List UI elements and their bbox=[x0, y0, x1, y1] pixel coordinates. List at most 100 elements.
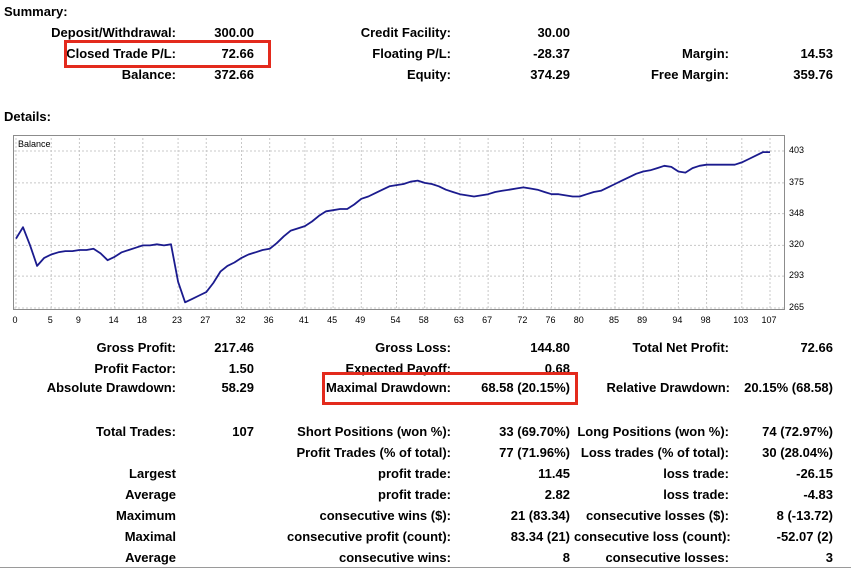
equity-value: 374.29 bbox=[530, 67, 570, 82]
relative-drawdown-label: Relative Drawdown: bbox=[606, 380, 730, 395]
avg-consecutive-wins-value: 8 bbox=[562, 550, 570, 565]
summary-title: Summary: bbox=[4, 4, 68, 19]
chart-x-tick-label: 0 bbox=[12, 315, 18, 325]
chart-x-tick-label: 103 bbox=[733, 315, 749, 325]
floating-value: -28.37 bbox=[533, 46, 570, 61]
average-profit-value: 2.82 bbox=[544, 487, 570, 502]
chart-x-tick-label: 98 bbox=[700, 315, 711, 325]
chart-x-tick-label: 23 bbox=[172, 315, 183, 325]
avg-consecutive-losses-value: 3 bbox=[825, 550, 833, 565]
maximal-label: Maximal bbox=[124, 529, 176, 544]
largest-loss-value: -26.15 bbox=[796, 466, 833, 481]
average-consecutive-label: Average bbox=[125, 550, 176, 565]
chart-y-tick-label: 403 bbox=[789, 145, 805, 155]
chart-y-tick-label: 265 bbox=[789, 302, 805, 312]
average-loss-value: -4.83 bbox=[803, 487, 833, 502]
largest-profit-value: 11.45 bbox=[538, 466, 570, 481]
max-consecutive-losses-label: consecutive losses ($): bbox=[585, 508, 729, 523]
bottom-divider bbox=[0, 567, 851, 568]
closed-trade-value: 72.66 bbox=[221, 46, 254, 61]
chart-x-tick-label: 49 bbox=[355, 315, 366, 325]
short-positions-value: 33 (69.70%) bbox=[499, 424, 570, 439]
total-trades-value: 107 bbox=[232, 424, 254, 439]
maximal-drawdown-highlight bbox=[322, 372, 578, 405]
chart-x-tick-label: 58 bbox=[418, 315, 429, 325]
average-loss-label: loss trade: bbox=[663, 487, 729, 502]
short-positions-label: Short Positions (won %): bbox=[297, 424, 451, 439]
gross-profit-label: Gross Profit: bbox=[96, 340, 176, 355]
largest-loss-label: loss trade: bbox=[663, 466, 729, 481]
largest-label: Largest bbox=[129, 466, 176, 481]
balance-chart: Balance bbox=[13, 135, 785, 310]
gross-loss-value: 144.80 bbox=[530, 340, 570, 355]
chart-x-tick-label: 32 bbox=[235, 315, 246, 325]
maximal-consecutive-loss-value: -52.07 (2) bbox=[776, 529, 833, 544]
maximal-drawdown-label: Maximal Drawdown: bbox=[300, 380, 451, 396]
chart-x-tick-label: 72 bbox=[517, 315, 528, 325]
chart-x-tick-label: 45 bbox=[327, 315, 338, 325]
max-consecutive-wins-value: 21 (83.34) bbox=[510, 508, 570, 523]
chart-x-tick-label: 18 bbox=[136, 315, 147, 325]
chart-x-tick-label: 5 bbox=[47, 315, 53, 325]
details-title: Details: bbox=[4, 109, 51, 124]
maximal-consecutive-loss-label: consecutive loss (count): bbox=[574, 529, 731, 544]
chart-x-tick-label: 67 bbox=[482, 315, 493, 325]
margin-value: 14.53 bbox=[800, 46, 833, 61]
avg-consecutive-losses-label: consecutive losses: bbox=[605, 550, 729, 565]
chart-x-tick-label: 36 bbox=[263, 315, 274, 325]
maximal-consecutive-profit-label: consecutive profit (count): bbox=[287, 529, 451, 544]
absolute-drawdown-label: Absolute Drawdown: bbox=[0, 380, 176, 396]
free-margin-value: 359.76 bbox=[793, 67, 833, 82]
deposit-label: Deposit/Withdrawal: bbox=[51, 25, 176, 40]
closed-trade-label: Closed Trade P/L: bbox=[66, 46, 176, 61]
chart-x-tick-label: 63 bbox=[453, 315, 464, 325]
absolute-drawdown-value: 58.29 bbox=[221, 380, 254, 395]
chart-x-tick-label: 14 bbox=[108, 315, 119, 325]
largest-profit-label: profit trade: bbox=[378, 466, 451, 481]
equity-label: Equity: bbox=[406, 67, 451, 82]
chart-x-tick-label: 41 bbox=[298, 315, 309, 325]
chart-x-tick-label: 89 bbox=[637, 315, 648, 325]
chart-y-tick-label: 348 bbox=[789, 207, 805, 218]
average-label: Average bbox=[125, 487, 176, 502]
profit-trades-value: 77 (71.96%) bbox=[499, 445, 570, 460]
chart-y-tick-label: 293 bbox=[789, 270, 805, 281]
chart-x-tick-label: 76 bbox=[545, 315, 556, 325]
chart-x-tick-label: 9 bbox=[75, 315, 81, 325]
maximal-consecutive-profit-value: 83.34 (21) bbox=[510, 529, 570, 544]
credit-label: Credit Facility: bbox=[360, 25, 451, 40]
closed-trade-highlight bbox=[64, 40, 271, 68]
profit-factor-value: 1.50 bbox=[228, 361, 254, 376]
average-profit-label: profit trade: bbox=[378, 487, 451, 502]
maximum-label: Maximum bbox=[116, 508, 176, 523]
gross-loss-label: Gross Loss: bbox=[375, 340, 451, 355]
chart-x-tick-label: 27 bbox=[200, 315, 211, 325]
credit-value: 30.00 bbox=[537, 25, 570, 40]
long-positions-value: 74 (72.97%) bbox=[762, 424, 833, 439]
balance-label: Balance: bbox=[121, 67, 176, 82]
chart-x-tick-label: 80 bbox=[573, 315, 584, 325]
chart-series-line bbox=[15, 151, 770, 304]
total-trades-label: Total Trades: bbox=[96, 424, 176, 439]
chart-x-tick-label: 107 bbox=[761, 315, 777, 325]
chart-series-label: Balance bbox=[18, 139, 51, 149]
loss-trades-value: 30 (28.04%) bbox=[762, 445, 833, 460]
balance-value: 372.66 bbox=[214, 67, 254, 82]
loss-trades-label: Loss trades (% of total): bbox=[580, 445, 729, 460]
relative-drawdown-value: 20.15% (68.58) bbox=[744, 380, 833, 395]
avg-consecutive-wins-label: consecutive wins: bbox=[339, 550, 451, 565]
profit-trades-label: Profit Trades (% of total): bbox=[296, 445, 451, 460]
chart-y-tick-label: 320 bbox=[789, 239, 805, 250]
net-profit-label: Total Net Profit: bbox=[632, 340, 729, 355]
max-consecutive-losses-value: 8 (-13.72) bbox=[776, 508, 833, 523]
net-profit-value: 72.66 bbox=[800, 340, 833, 355]
profit-factor-label: Profit Factor: bbox=[94, 361, 176, 376]
floating-label: Floating P/L: bbox=[372, 46, 451, 61]
long-positions-label: Long Positions (won %): bbox=[577, 424, 729, 439]
chart-x-tick-label: 94 bbox=[672, 315, 683, 325]
max-consecutive-wins-label: consecutive wins ($): bbox=[319, 508, 451, 523]
free-margin-label: Free Margin: bbox=[650, 67, 729, 82]
margin-label: Margin: bbox=[682, 46, 729, 61]
chart-y-tick-label: 375 bbox=[789, 176, 805, 187]
maximal-drawdown-value: 68.58 (20.15%) bbox=[481, 380, 570, 395]
